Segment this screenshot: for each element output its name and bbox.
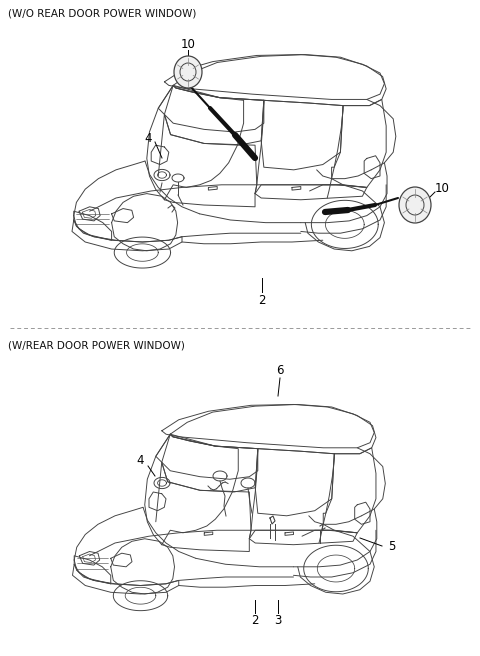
Ellipse shape	[174, 56, 202, 88]
Text: 5: 5	[388, 539, 396, 552]
Text: (W/O REAR DOOR POWER WINDOW): (W/O REAR DOOR POWER WINDOW)	[8, 8, 196, 18]
Text: 10: 10	[435, 182, 450, 194]
Text: 2: 2	[251, 613, 259, 626]
Text: 3: 3	[274, 613, 282, 626]
Text: (W/REAR DOOR POWER WINDOW): (W/REAR DOOR POWER WINDOW)	[8, 340, 185, 350]
Text: 6: 6	[276, 363, 284, 377]
Ellipse shape	[399, 187, 431, 223]
Text: 2: 2	[258, 293, 266, 306]
Text: 4: 4	[136, 453, 144, 466]
Text: 4: 4	[144, 131, 152, 144]
Text: 10: 10	[180, 39, 195, 52]
